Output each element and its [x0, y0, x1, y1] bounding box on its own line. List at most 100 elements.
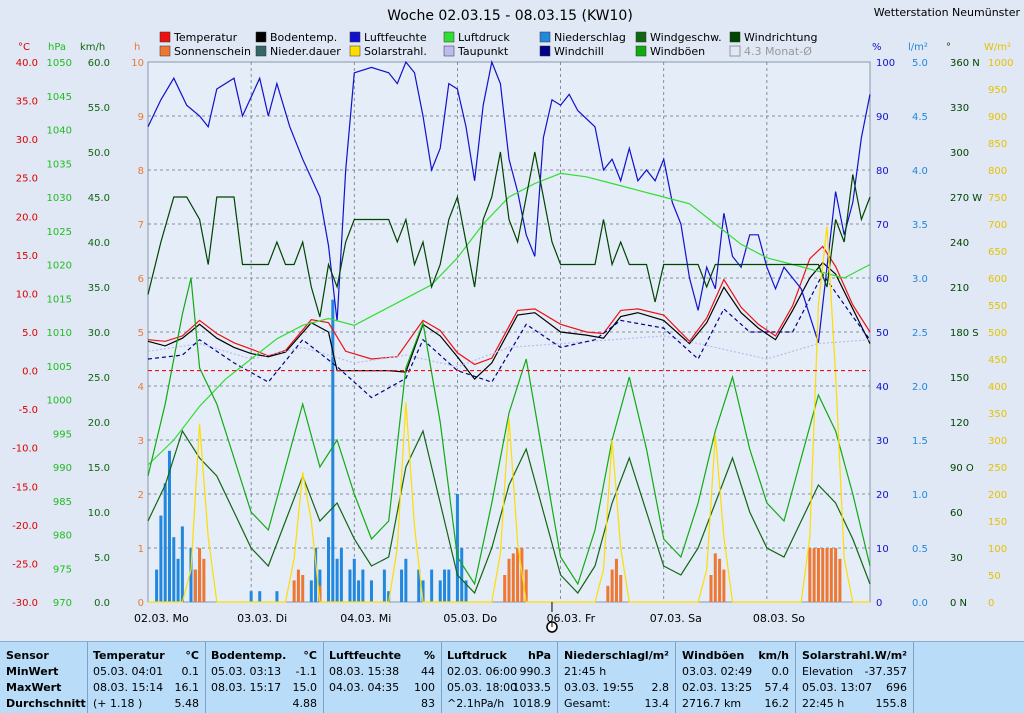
day-label: 05.03. Do	[443, 612, 497, 625]
direction-tick-label: 120	[950, 418, 969, 429]
wind-tick-label: 55.0	[88, 103, 110, 114]
series-bodentemp	[147, 261, 871, 380]
sun-tick-label: 8	[138, 166, 144, 177]
stats-col-gusts: Windböen km/h 03.03. 02:49 0.0 02.03. 13…	[676, 642, 796, 713]
solar-tick-label: 500	[988, 328, 1007, 339]
solar-tick-label: 900	[988, 112, 1007, 123]
rain-tick-label: 1.0	[912, 490, 928, 501]
bar-niederschlag	[348, 569, 352, 602]
bar-niederschlag	[460, 548, 464, 602]
humidity-tick-label: 30	[876, 436, 889, 447]
bar-sonnenschein	[812, 548, 816, 602]
wind-tick-label: 60.0	[88, 58, 110, 69]
humidity-tick-label: 70	[876, 220, 889, 231]
stats-soil-min-val: -1.1	[295, 665, 317, 678]
stats-hum-max-time: 04.03. 04:35	[329, 681, 400, 694]
bar-sonnenschein	[193, 569, 197, 602]
pressure-tick-label: 1050	[47, 58, 72, 69]
bar-sonnenschein	[524, 569, 528, 602]
stats-gust-min-val: 0.0	[771, 665, 790, 678]
legend-swatch	[255, 45, 267, 57]
bar-niederschlag	[258, 591, 262, 602]
stats-temp-min-val: 0.1	[181, 665, 200, 678]
solar-tick-label: 950	[988, 85, 1007, 96]
bar-niederschlag	[176, 558, 180, 602]
pressure-tick-label: 970	[53, 598, 72, 609]
bar-niederschlag	[455, 494, 459, 602]
temp-tick-label: 20.0	[16, 212, 38, 223]
stats-soil-max-val: 15.0	[292, 681, 318, 694]
rain-tick-label: 3.0	[912, 274, 928, 285]
day-label: 03.03. Di	[237, 612, 287, 625]
solar-tick-label: 350	[988, 409, 1007, 420]
stats-col-pressure: Luftdruck hPa 02.03. 06:00 990.3 05.03. …	[442, 642, 558, 713]
rain-tick-label: 0.5	[912, 544, 928, 555]
stats-solar-name: Solarstrahl.	[802, 649, 875, 662]
series-windgeschw	[147, 429, 871, 595]
legend-label: Solarstrahl.	[364, 45, 427, 58]
bar-sonnenschein	[816, 548, 820, 602]
legend: Temperatur Bodentemp. Luftfeuchte Luftdruck…	[159, 31, 817, 58]
pressure-tick-label: 985	[53, 497, 72, 508]
stats-temp-max-time: 08.03. 15:14	[93, 681, 164, 694]
legend-swatch	[159, 31, 171, 43]
pressure-tick-label: 1040	[47, 126, 72, 137]
bar-niederschlag	[443, 569, 447, 602]
temp-tick-label: -15.0	[12, 482, 38, 493]
bar-sonnenschein	[503, 575, 507, 602]
stats-press-name: Luftdruck	[447, 649, 507, 662]
bar-sonnenschein	[713, 553, 717, 602]
direction-tick-label: 60	[950, 508, 963, 519]
day-label: 04.03. Mi	[340, 612, 391, 625]
legend-label: Niederschlag	[554, 31, 626, 44]
direction-tick-label: 300	[950, 148, 969, 159]
direction-tick-label: 150	[950, 373, 969, 384]
temp-tick-label: -25.0	[12, 559, 38, 570]
legend-swatch	[729, 31, 741, 43]
legend-label: Taupunkt	[457, 45, 509, 58]
direction-tick-label: 30	[950, 553, 963, 564]
stats-hum-avg-val: 83	[421, 697, 435, 710]
sun-tick-label: 9	[138, 112, 144, 123]
wind-tick-label: 15.0	[88, 463, 110, 474]
stats-rain-duration: 21:45 h	[564, 665, 607, 678]
rain-tick-label: 4.5	[912, 112, 928, 123]
bar-niederschlag	[249, 591, 253, 602]
wind-tick-label: 30.0	[88, 328, 110, 339]
station-name: Wetterstation Neumünster	[874, 6, 1021, 19]
series-windrichtung	[147, 151, 871, 318]
temp-tick-label: -30.0	[12, 598, 38, 609]
bar-niederschlag	[172, 537, 176, 602]
stats-soil-name: Bodentemp.	[211, 649, 287, 662]
humidity-tick-label: 90	[876, 112, 889, 123]
humidity-tick-label: 100	[876, 58, 895, 69]
sun-tick-label: 6	[138, 274, 144, 285]
legend-swatch	[349, 31, 361, 43]
solar-tick-label: 400	[988, 382, 1007, 393]
wind-tick-label: 0.0	[94, 598, 110, 609]
wind-tick-label: 35.0	[88, 283, 110, 294]
solar-tick-label: 800	[988, 166, 1007, 177]
sun-unit-label: h	[134, 42, 140, 53]
humidity-tick-label: 20	[876, 490, 889, 501]
bar-niederschlag	[387, 591, 391, 602]
bar-sonnenschein	[838, 558, 842, 602]
rain-tick-label: 4.0	[912, 166, 928, 177]
bar-niederschlag	[438, 580, 442, 602]
solar-tick-label: 450	[988, 355, 1007, 366]
bar-niederschlag	[339, 548, 343, 602]
legend-swatch	[539, 31, 551, 43]
stats-gust-max-time: 02.03. 13:25	[682, 681, 753, 694]
legend-swatch	[635, 45, 647, 57]
bar-niederschlag	[189, 548, 193, 602]
bar-sonnenschein	[318, 585, 322, 602]
humidity-tick-label: 0	[876, 598, 882, 609]
solar-tick-label: 50	[988, 571, 1001, 582]
legend-swatch	[539, 45, 551, 57]
temp-tick-label: 5.0	[22, 328, 38, 339]
stats-hum-name: Luftfeuchte	[329, 649, 402, 662]
stats-hum-min-time: 08.03. 15:38	[329, 665, 400, 678]
stats-rain-total-val: 13.4	[644, 697, 670, 710]
stats-solar-unit: W/m²	[874, 649, 907, 662]
stats-rain-total-label: Gesamt:	[564, 697, 611, 710]
